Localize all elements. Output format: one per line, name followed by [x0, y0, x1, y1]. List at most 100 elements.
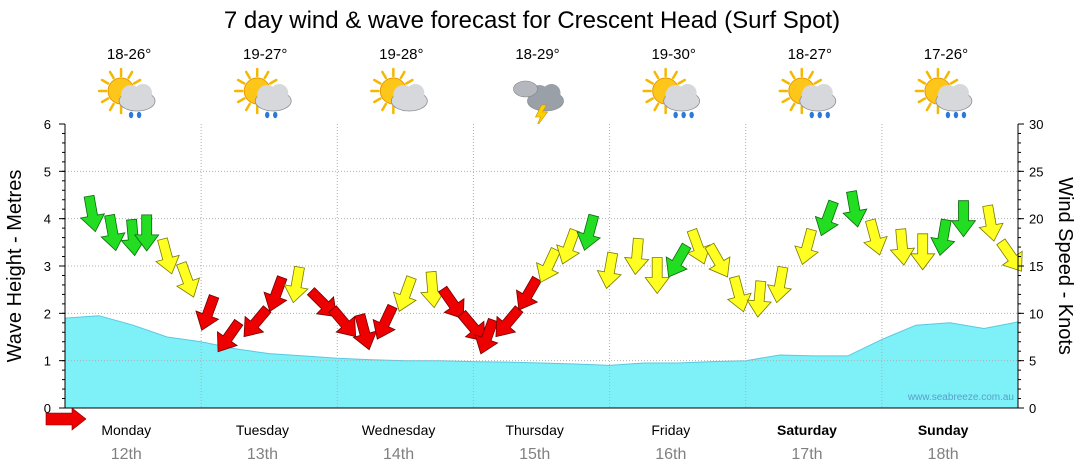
left-tick-label: 5	[44, 164, 51, 179]
sun-ray	[789, 70, 796, 80]
wind-arrow-shape	[704, 242, 731, 278]
wave-height-area	[65, 315, 1018, 408]
sun-cloud-showers-icon	[97, 67, 156, 119]
sun-ray	[127, 70, 134, 80]
cloud-icon	[254, 84, 292, 112]
wind-arrow-icon	[665, 242, 692, 278]
sun-ray	[813, 78, 823, 85]
sun-ray	[244, 102, 251, 112]
wind-arrow-icon	[328, 305, 357, 338]
sun-ray	[108, 70, 115, 80]
wind-arrow-icon	[863, 218, 888, 256]
now-marker-arrow-icon	[45, 407, 87, 431]
sun-ray	[100, 97, 110, 104]
sun-ray	[373, 97, 382, 104]
sun-ray	[917, 78, 927, 85]
cloud-puff	[678, 84, 697, 102]
wind-arrow-icon	[372, 303, 398, 340]
cloud-icon	[513, 80, 564, 112]
right-tick-label: 5	[1029, 354, 1036, 369]
date-label: 18th	[928, 446, 959, 463]
right-tick-label: 20	[1029, 212, 1043, 227]
wind-arrow-shape	[726, 275, 752, 313]
sun-ray	[944, 70, 951, 80]
temp-range: 18-29°	[515, 46, 559, 63]
wind-arrow-icon	[726, 275, 752, 313]
rain-drop-icon	[273, 111, 278, 119]
wind-arrow-icon	[704, 242, 731, 278]
wind-arrow-icon	[283, 265, 309, 304]
wind-arrow-shape	[863, 218, 888, 256]
wind-arrow-shape	[79, 194, 106, 233]
left-tick-label: 3	[44, 259, 51, 274]
wind-arrow-icon	[79, 194, 106, 233]
wind-arrow-icon	[100, 213, 126, 252]
sun-cloud-icon	[370, 67, 428, 115]
right-tick-label: 30	[1029, 117, 1043, 132]
sun-ray	[808, 70, 815, 80]
sun-ray	[236, 78, 246, 85]
right-tick-label: 0	[1029, 401, 1036, 416]
rain-drop-icon	[825, 111, 830, 119]
sun-ray	[949, 78, 959, 85]
wind-arrow-icon	[794, 227, 819, 266]
wind-arrow-icon	[495, 305, 524, 338]
wind-arrow-icon	[556, 227, 581, 265]
cloud-puff	[950, 84, 969, 102]
temp-range: 19-27°	[243, 46, 287, 63]
rain-drop-icon	[136, 111, 142, 119]
sun-ray	[244, 70, 251, 80]
day-label-wednesday: Wednesday	[362, 422, 436, 438]
wind-arrow-icon	[930, 218, 956, 256]
wind-arrow-icon	[306, 287, 337, 318]
sun-cloud-showers-icon	[233, 67, 292, 119]
wind-arrow-icon	[243, 305, 272, 338]
rain-drop-icon	[817, 111, 822, 119]
wind-arrow-shape	[392, 275, 417, 312]
wind-arrow-shape	[665, 242, 692, 278]
sun-ray	[263, 70, 270, 80]
wind-arrow-shape	[328, 305, 357, 338]
sun-ray	[132, 78, 142, 85]
wind-arrow-icon	[155, 237, 180, 275]
wind-arrow-shape	[576, 213, 602, 251]
sun-ray	[268, 78, 278, 85]
wind-arrow-icon	[978, 204, 1004, 242]
wind-arrow-shape	[746, 280, 772, 318]
wind-arrow-shape	[263, 275, 288, 312]
wind-arrow-shape	[155, 237, 180, 275]
sun-ray	[399, 70, 406, 80]
wind-arrow-shape	[842, 190, 868, 228]
wind-arrow-shape	[516, 275, 542, 311]
wind-arrow-shape	[978, 204, 1004, 242]
sun-ray	[100, 78, 110, 85]
sun-cloud-rain-icon	[914, 67, 973, 119]
wind-arrow-shape	[306, 287, 337, 318]
cloud-back	[513, 80, 538, 98]
cloud-icon	[799, 84, 837, 112]
storm-cloud-icon	[513, 80, 564, 128]
rain-drop-icon	[945, 111, 951, 119]
cloud-icon	[390, 84, 428, 112]
left-tick-label: 1	[44, 354, 51, 369]
date-label: 16th	[655, 446, 686, 463]
lightning-icon	[535, 104, 549, 128]
wind-arrow-shape	[644, 257, 671, 295]
temp-range: 18-27°	[788, 46, 832, 63]
sun-ray	[236, 97, 246, 104]
date-label: 13th	[247, 446, 278, 463]
wind-arrow-icon	[392, 275, 417, 312]
wind-arrow-icon	[438, 285, 465, 320]
credit-watermark: www.seabreeze.com.au	[907, 392, 1014, 403]
sun-ray	[671, 70, 678, 80]
wind-arrow-icon	[133, 214, 160, 252]
left-tick-label: 6	[44, 117, 51, 132]
day-label-sunday: Sunday	[918, 422, 969, 438]
left-tick-label: 0	[44, 401, 51, 416]
chart-title: 7 day wind & wave forecast for Crescent …	[224, 7, 840, 34]
wind-arrow-icon	[766, 265, 793, 304]
day-label-friday: Friday	[651, 422, 690, 438]
rain-drop-icon	[128, 111, 134, 119]
left-tick-label: 4	[44, 212, 51, 227]
day-label-saturday: Saturday	[777, 422, 837, 438]
